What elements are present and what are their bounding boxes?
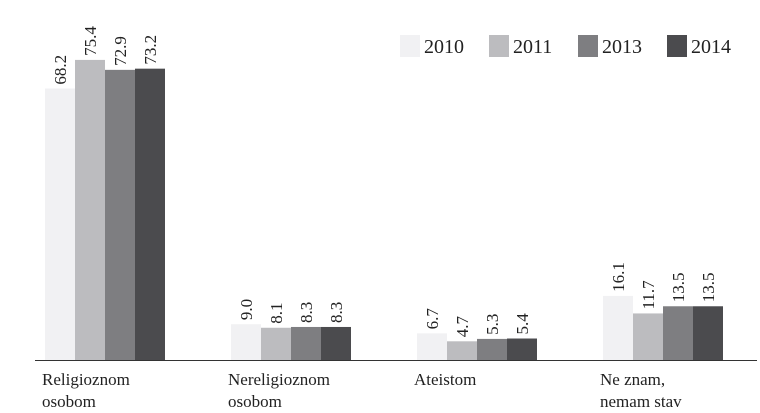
bar — [321, 326, 351, 360]
legend-label: 2011 — [513, 36, 552, 58]
bar — [663, 306, 693, 360]
data-label: 5.3 — [483, 314, 502, 335]
x-tick-label: Ateistom — [414, 370, 477, 389]
data-label: 8.1 — [267, 303, 286, 324]
data-label: 75.4 — [81, 26, 100, 56]
bar — [633, 313, 663, 360]
legend-label: 2013 — [602, 36, 642, 58]
bar — [603, 295, 633, 360]
data-label: 16.1 — [609, 262, 628, 292]
data-label: 5.4 — [513, 313, 532, 335]
legend-swatch — [667, 35, 687, 57]
data-label: 73.2 — [141, 35, 160, 65]
bar — [417, 333, 447, 360]
bar — [105, 69, 135, 360]
bar — [231, 324, 261, 360]
data-label: 9.0 — [237, 299, 256, 320]
legend-label: 2010 — [424, 36, 464, 58]
bar — [447, 341, 477, 360]
data-label: 13.5 — [669, 273, 688, 303]
data-label: 11.7 — [639, 280, 658, 310]
legend-swatch — [489, 35, 509, 57]
bar — [135, 68, 165, 360]
data-label: 72.9 — [111, 36, 130, 66]
data-label: 68.2 — [51, 55, 70, 85]
bar — [693, 306, 723, 360]
bar — [507, 338, 537, 360]
data-label: 6.7 — [423, 308, 442, 330]
bar — [291, 326, 321, 360]
legend-swatch — [578, 35, 598, 57]
x-tick-label: Ne znam, nemam stav — [600, 370, 682, 411]
legend-label: 2014 — [691, 36, 731, 58]
x-tick-label: Nereligioznom osobom — [228, 370, 330, 411]
data-label: 13.5 — [699, 273, 718, 303]
bar — [261, 327, 291, 360]
bar — [477, 338, 507, 360]
data-label: 4.7 — [453, 316, 472, 338]
data-label: 8.3 — [297, 302, 316, 323]
bar — [45, 88, 75, 361]
bar — [75, 59, 105, 361]
data-label: 8.3 — [327, 302, 346, 323]
x-tick-label: Religioznom osobom — [42, 370, 130, 411]
legend-swatch — [400, 35, 420, 57]
